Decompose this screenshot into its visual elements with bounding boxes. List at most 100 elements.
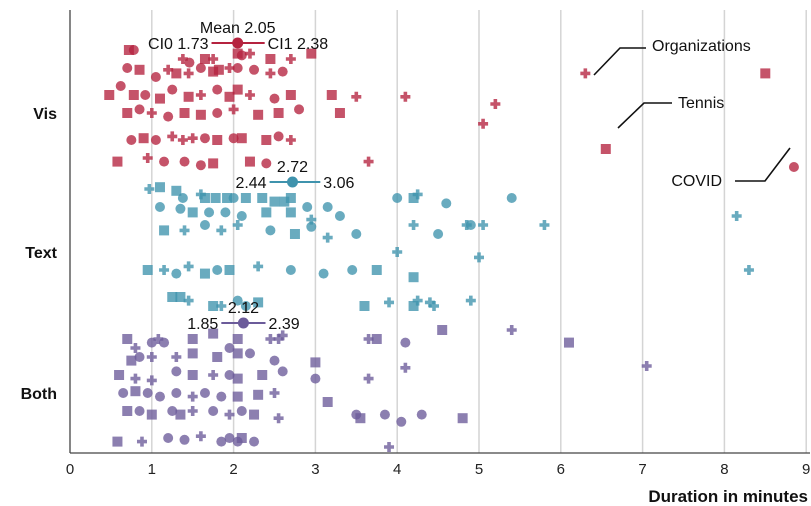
data-point-plus [216,301,227,312]
data-point-circle [232,63,243,73]
data-point-circle [199,133,210,144]
data-point-plus [167,131,178,142]
data-point-plus [478,118,489,129]
data-point-square [253,109,264,120]
data-point-circle [212,108,223,118]
data-point-circle [465,220,476,230]
data-point-circle [224,343,235,353]
data-point-square [146,409,157,420]
data-point-square [130,386,141,397]
data-point-square [213,64,224,75]
data-point-square [154,182,165,193]
data-point-plus [490,99,501,109]
data-point-square [128,90,139,100]
category-label: Both [21,386,57,403]
data-point-circle [236,50,247,61]
data-point-circle [294,104,305,115]
data-point-plus [159,265,170,276]
x-tick-label: 5 [475,461,483,478]
data-point-plus [208,54,219,64]
ci-high-label: CI1 2.38 [268,36,329,53]
data-point-circle [273,131,284,142]
data-point-plus [580,68,591,79]
data-point-circle [232,295,243,306]
x-tick-label: 6 [557,461,565,478]
data-point-plus [142,153,153,163]
data-point-square [563,337,574,348]
data-point-square [289,229,300,239]
data-point-circle [128,45,139,55]
data-point-plus [177,135,188,145]
data-point-plus [177,54,188,64]
data-point-circle [204,207,215,218]
data-point-square [306,48,317,59]
data-point-plus [187,406,198,417]
data-point-square [122,334,133,344]
data-point-square [210,193,221,203]
data-point-circle [216,391,227,402]
data-point-circle [163,433,174,443]
data-point-circle [118,388,129,398]
data-point-square [249,409,260,420]
data-point-square [195,109,206,120]
data-point-circle [134,352,145,362]
data-point-plus [244,90,255,100]
data-point-square [208,328,219,339]
outlier-annotations: Organizations Tennis COVID [593,38,791,190]
data-point-square [760,68,771,79]
data-point-plus [265,68,276,79]
data-point-circle [150,72,161,82]
data-point-plus [224,63,235,73]
data-point-square [236,133,247,144]
data-point-circle [285,265,296,275]
data-point-square [134,64,145,75]
data-point-square [600,144,611,154]
data-point-square [183,91,194,102]
data-point-square [261,135,272,145]
data-point-square [285,90,296,100]
ci-low-label: CI0 1.73 [148,36,209,53]
ci-high-label: 3.06 [323,175,354,192]
annotation-label: COVID [671,173,722,190]
category-labels: Vis Text Both [21,106,58,403]
data-point-square [104,90,115,100]
data-point-square [208,301,219,311]
data-point-circle [347,265,358,275]
ci-high-label: 2.39 [269,316,300,333]
data-point-plus [322,232,333,243]
data-point-circle [208,406,219,416]
data-point-circle [265,225,276,236]
data-point-circle [306,221,317,232]
data-point-square [208,158,219,169]
data-point-circle [167,84,178,95]
data-point-circle [244,348,255,359]
data-point-square [334,108,345,118]
data-point-plus [392,247,403,257]
data-point-circle [126,135,137,145]
ci-low-label: 2.44 [235,175,266,192]
data-point-plus [216,225,227,236]
data-point-plus [146,108,157,118]
data-point-circle [179,434,190,445]
data-point-square [199,268,210,279]
data-point-plus [408,220,419,230]
data-point-plus [478,220,489,230]
data-point-square [175,409,186,420]
data-point-square [187,207,198,218]
data-point-circle [177,193,188,203]
x-tick-label: 8 [720,461,728,478]
data-point-square [326,90,337,100]
data-point-circle [184,57,195,68]
x-gridlines [151,10,807,453]
data-point-square [285,193,296,203]
data-point-circle [236,406,247,416]
data-point-circle [199,220,210,230]
data-point-circle [134,104,145,115]
data-point-square [232,348,243,359]
data-point-plus [384,297,395,308]
data-point-circle [433,229,444,239]
data-point-circle [122,63,133,73]
data-point-square [232,334,243,344]
data-point-circle [249,436,260,447]
